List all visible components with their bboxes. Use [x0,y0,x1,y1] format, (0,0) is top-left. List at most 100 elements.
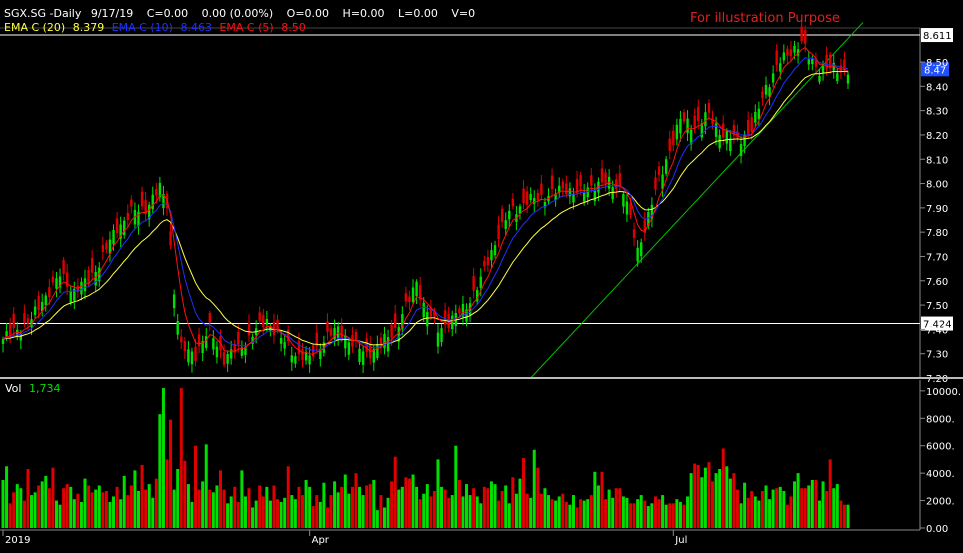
volume-bar[interactable] [604,499,608,528]
volume-bar[interactable] [579,499,583,528]
volume-bar[interactable] [69,486,73,528]
volume-bar[interactable] [215,485,219,528]
volume-bar[interactable] [343,474,347,528]
volume-bar[interactable] [165,459,169,528]
volume-bar[interactable] [600,471,604,528]
volume-bar[interactable] [243,496,247,528]
volume-bar[interactable] [72,499,76,528]
volume-bar[interactable] [711,481,715,528]
volume-bar[interactable] [575,507,579,528]
volume-bar[interactable] [532,449,536,528]
candle[interactable] [668,130,671,160]
volume-bar[interactable] [208,489,212,528]
volume-bar[interactable] [686,496,690,528]
volume-bar[interactable] [675,499,679,528]
volume-bar[interactable] [486,488,490,528]
candle[interactable] [190,347,194,373]
volume-bar[interactable] [133,470,137,528]
volume-bar[interactable] [454,445,458,528]
volume-bar[interactable] [222,489,226,528]
volume-bar[interactable] [22,500,26,528]
volume-bar[interactable] [397,489,401,528]
volume-bar[interactable] [229,496,233,528]
volume-bar[interactable] [211,492,215,528]
volume-bar[interactable] [561,493,565,528]
candle[interactable] [197,327,201,353]
volume-bar[interactable] [44,475,48,528]
volume-bar[interactable] [318,501,322,528]
volume-bar[interactable] [304,480,308,528]
volume-bar[interactable] [696,464,700,528]
candle[interactable] [704,103,707,135]
volume-bar[interactable] [379,495,383,528]
volume-bar[interactable] [83,478,87,528]
volume-bar[interactable] [122,475,126,528]
candle[interactable] [700,119,704,141]
volume-bar[interactable] [183,460,187,528]
volume-bar[interactable] [557,496,561,528]
volume-bar[interactable] [375,510,379,528]
volume-bar[interactable] [104,490,108,528]
volume-bar[interactable] [87,485,91,528]
candle[interactable] [640,238,643,263]
volume-bar[interactable] [479,503,483,528]
candle[interactable] [600,159,604,187]
volume-bar[interactable] [297,486,301,528]
candle[interactable] [654,170,657,196]
candle[interactable] [73,281,76,310]
candle[interactable] [786,45,789,65]
candle[interactable] [593,183,597,206]
candle[interactable] [625,193,629,223]
candle[interactable] [115,211,119,239]
volume-bar[interactable] [247,488,251,528]
candle[interactable] [119,216,122,248]
volume-bar[interactable] [283,497,287,528]
candle[interactable] [504,212,507,236]
volume-bar[interactable] [518,478,522,528]
volume-bar[interactable] [194,445,198,528]
volume-bar[interactable] [743,482,747,528]
volume-bar[interactable] [614,488,618,528]
candle[interactable] [422,297,425,322]
candle[interactable] [140,186,144,211]
volume-bar[interactable] [650,503,654,528]
volume-bar[interactable] [147,484,151,528]
volume-bar[interactable] [835,484,839,528]
volume-bar[interactable] [65,484,69,528]
volume-bar[interactable] [611,497,615,528]
volume-bar[interactable] [62,488,66,528]
candle[interactable] [48,279,51,306]
volume-bar[interactable] [300,495,304,528]
volume-bar[interactable] [646,506,650,528]
candle[interactable] [62,256,65,281]
volume-bar[interactable] [372,480,376,528]
volume-bar[interactable] [101,492,105,528]
candle[interactable] [782,44,786,64]
candle[interactable] [319,343,322,367]
volume-bar[interactable] [418,499,422,528]
candle[interactable] [518,203,522,220]
volume-bar[interactable] [693,463,697,528]
candle[interactable] [51,270,55,286]
volume-bar[interactable] [382,507,386,528]
volume-bar[interactable] [825,490,829,528]
candle[interactable] [828,51,832,75]
candle[interactable] [418,276,422,307]
candle[interactable] [636,240,639,267]
volume-bar[interactable] [472,488,476,528]
candle[interactable] [483,255,486,272]
candle[interactable] [205,327,208,351]
volume-bar[interactable] [308,486,312,528]
volume-bar[interactable] [678,501,682,528]
volume-bar[interactable] [504,485,508,528]
volume-bar[interactable] [564,501,568,528]
volume-bar[interactable] [468,495,472,528]
volume-bar[interactable] [461,496,465,528]
candle[interactable] [33,299,37,319]
candle[interactable] [23,304,26,328]
candle[interactable] [65,263,69,296]
volume-bar[interactable] [529,497,533,528]
volume-bar[interactable] [361,495,365,528]
candle[interactable] [682,109,686,125]
candle[interactable] [686,110,689,142]
